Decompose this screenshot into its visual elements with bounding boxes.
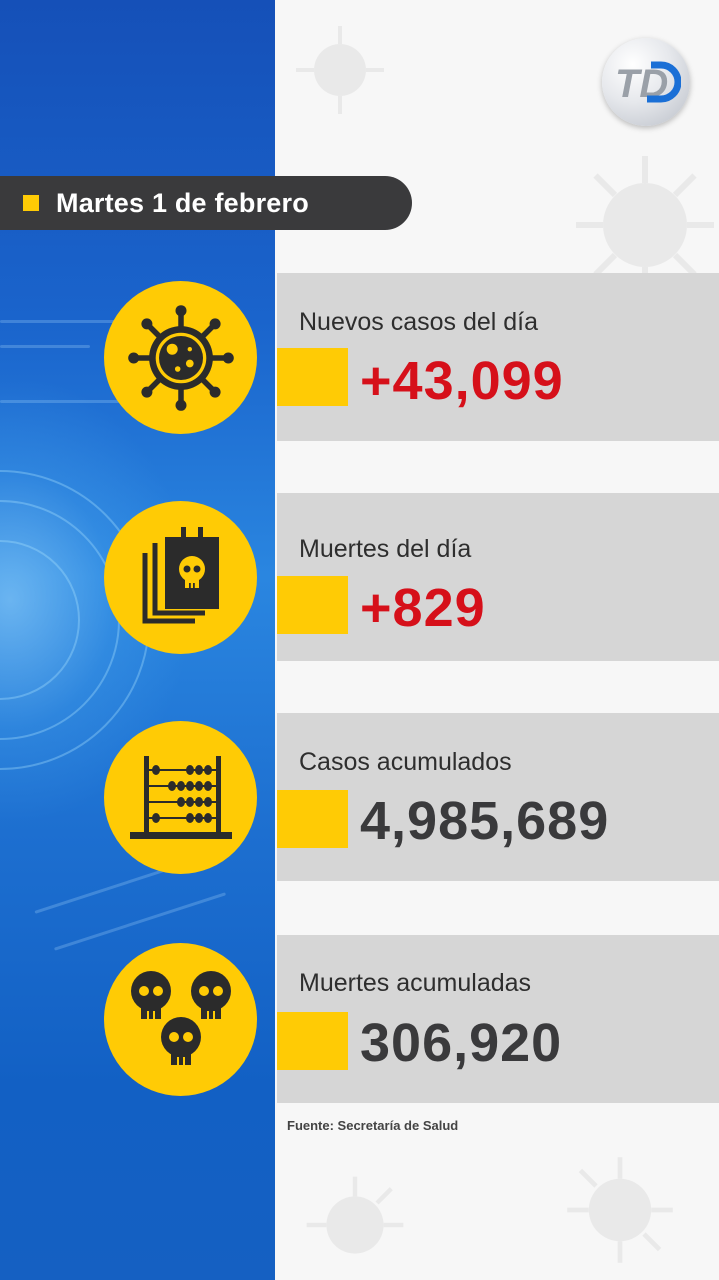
cumulative-cases-value: 4,985,689 bbox=[360, 791, 610, 851]
new-cases-yellow-block bbox=[277, 348, 348, 406]
stat-row-daily-deaths bbox=[277, 493, 719, 661]
cumulative-deaths-label: Muertes acumuladas bbox=[299, 969, 532, 997]
date-banner: Martes 1 de febrero bbox=[0, 176, 412, 230]
stat-row-cumulative-cases bbox=[277, 713, 719, 881]
virus-watermark-icon bbox=[567, 1157, 673, 1263]
virus-watermark-icon bbox=[306, 1176, 404, 1254]
cumulative-deaths-value: 306,920 bbox=[360, 1013, 563, 1073]
stat-row-cumulative-deaths bbox=[277, 935, 719, 1103]
daily-deaths-label: Muertes del día bbox=[299, 535, 472, 563]
stat-row-new-cases bbox=[277, 273, 719, 441]
cumulative-cases-label: Casos acumulados bbox=[299, 748, 512, 776]
td-logo-icon: TD bbox=[615, 61, 681, 106]
abacus-icon bbox=[129, 755, 232, 839]
new-cases-icon-circle bbox=[104, 281, 257, 434]
date-label: Martes 1 de febrero bbox=[56, 187, 309, 218]
cumulative-cases-icon-circle bbox=[104, 721, 257, 874]
daily-deaths-icon-circle bbox=[104, 501, 257, 654]
daily-deaths-value: +829 bbox=[360, 578, 486, 638]
virus-watermark-icon bbox=[296, 26, 384, 114]
new-cases-value: +43,099 bbox=[360, 351, 564, 411]
yellow-square-marker bbox=[23, 195, 39, 211]
new-cases-label: Nuevos casos del día bbox=[299, 308, 539, 336]
cumulative-deaths-icon-circle bbox=[104, 943, 257, 1096]
virus-icon bbox=[127, 304, 234, 411]
skulls-icon bbox=[130, 970, 231, 1065]
td-logo: TD bbox=[602, 38, 690, 126]
death-certificate-icon bbox=[142, 526, 219, 623]
cumulative-deaths-yellow-block bbox=[277, 1012, 348, 1070]
source-credit: Fuente: Secretaría de Salud bbox=[287, 1118, 459, 1133]
daily-deaths-yellow-block bbox=[277, 576, 348, 634]
cumulative-cases-yellow-block bbox=[277, 790, 348, 848]
